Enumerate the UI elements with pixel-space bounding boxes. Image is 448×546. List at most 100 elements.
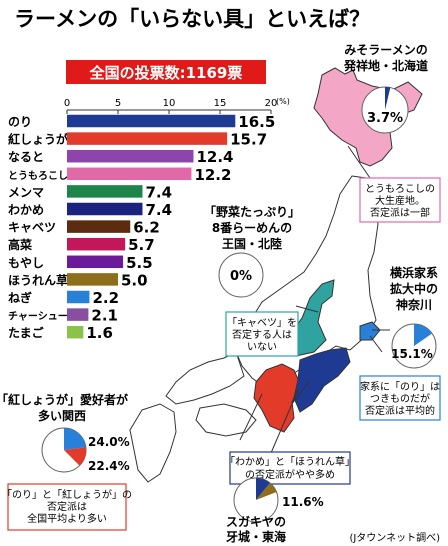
category-label: もやし [8,256,44,270]
kansai-note-line2: 否定派は [47,500,87,513]
category-label: ほうれん草 [8,272,68,287]
kanagawa-pie-slice [414,324,433,346]
kyushu-region [129,403,177,483]
bar-value-label: 12.2 [194,166,231,184]
page-title: ラーメンの「いらない具」といえば？ [14,7,370,31]
tokai-region [293,347,351,413]
bar-value-label: 16.5 [238,113,275,131]
bar [67,308,89,321]
kanagawa-line3: 神奈川 [396,297,432,312]
bar-value-label: 12.4 [196,148,233,166]
bar-value-label: 6.2 [133,219,160,237]
bar [67,220,131,233]
bar [67,255,124,269]
bar [67,149,194,163]
tokai-line2: 牙城・東海 [226,529,286,544]
nori-note-line1: 家系に「のり」は [360,380,440,393]
category-label: チャーシュー [8,311,68,323]
total-votes-banner [66,60,266,84]
bar-value-label: 2.2 [92,289,119,307]
bar-value-label: 2.1 [91,307,118,325]
kansai-line2: 多い関西 [38,408,86,423]
leader-lines [239,145,390,461]
source-credit: (Jタウンネット調べ) [349,531,440,544]
bar-series: のり 16.5 紅しょうが 15.7 なると 12.4 とうもろこし 12.2 メンマ 7.4 わか… [8,113,275,342]
callout-wakame: 「わかめ」と「ほうれん草」 の否定派がやや多め [225,451,355,485]
tokai-value: 11.6% [282,495,324,509]
kansai-pie-slice-beni [64,447,87,466]
callout-kansai-note: 「のり」と「紅しょうが」の 否定派は 全国平均より多い [2,483,132,531]
total-votes-label: 全国の投票数:1169票 [89,64,243,82]
callout-nori: 家系に「のり」は つきものだが 否定派は平均的 [359,375,441,421]
cabbage-note-line2: 否定する人は [232,328,292,341]
x-tick-label: 20 [265,98,278,109]
callout-cabbage: 「キャベツ」を 否定する人は いない [225,311,299,357]
axis-unit: (%) [276,97,290,106]
hokkaido-pie-slice [385,86,391,110]
category-label: とうもろこし [8,170,68,182]
bar [67,237,126,251]
category-label: たまご [8,325,45,340]
bar [67,273,118,286]
corn-note-line2: 大生産地。 [375,194,425,207]
corn-note-line1: とうもろこしの [365,183,435,195]
kanagawa-value: 15.1% [391,347,433,361]
x-tick-label: 0 [64,98,70,109]
kansai-note-line3: 全国平均より多い [27,512,107,525]
tokai-line1: スガキヤの [226,514,286,529]
nori-note-line2: つきものだが [370,392,430,405]
bar [67,325,84,339]
bar-value-label: 15.7 [230,131,267,149]
bar-value-label: 5.5 [126,254,153,272]
wakame-note-line1: 「わかめ」と「ほうれん草」 [225,456,355,468]
category-label: ねぎ [8,290,32,305]
category-label: なると [8,150,44,164]
bar-value-label: 7.4 [145,201,172,219]
callout-kanagawa: 横浜家系 拡大中の 神奈川 15.1% [390,265,438,369]
corn-note-line3: 否定派は一部 [370,206,430,219]
shikoku-region [195,403,257,437]
x-tick-label: 15 [214,98,227,109]
hokuriku-line1: 「野菜たっぷり」 [204,204,300,219]
category-label: キャベツ [8,221,56,235]
x-axis-ticks: 0 5 10 15 20 [64,98,278,114]
category-label: わかめ [8,203,44,217]
category-label: メンマ [8,185,44,199]
bar [67,167,192,181]
kansai-value-red: 22.4% [88,459,130,473]
tokai-pie-slice-spinach [256,483,277,500]
bar [67,185,143,198]
bar-value-label: 7.4 [145,183,172,201]
nori-note-line3: 否定派は平均的 [365,404,435,417]
hokkaido-value: 3.7% [367,111,403,126]
callout-tokai: 11.6% スガキヤの 牙城・東海 [226,477,324,544]
hokuriku-value: 0% [230,269,252,284]
hokuriku-line2: 8番らーめんの [212,220,292,235]
callout-hokuriku: 「野菜たっぷり」 8番らーめんの 王国・北陸 0% [204,204,300,298]
x-tick-label: 10 [163,98,176,109]
cabbage-note-line3: いない [247,341,277,353]
callout-hokkaido: みそラーメンの 発祥地・北海道 3.7% [343,43,428,134]
bar [67,132,228,145]
category-label: のり [8,115,32,129]
cabbage-note-line1: 「キャベツ」を [227,317,297,329]
kansai-value-blue: 24.0% [88,435,130,449]
kansai-pie-slice-nori [64,427,86,450]
callout-corn: とうもろこしの 大生産地。 否定派は一部 [359,177,441,223]
category-label: 紅しょうが [8,132,68,147]
wakame-note-line2: の否定派がやや多め [245,468,335,481]
hokkaido-title-line2: 発祥地・北海道 [343,58,428,73]
kanagawa-region [359,321,381,341]
callout-kansai: 「紅しょうが」愛好者が 多い関西 24.0% 22.4% [0,392,130,473]
kansai-line1: 「紅しょうが」愛好者が [0,392,128,407]
x-tick-label: 5 [115,98,121,109]
tokai-pie-slice-wakame [256,477,270,500]
kanagawa-line1: 横浜家系 [390,265,438,280]
category-label: 高菜 [8,237,32,252]
bar-value-label: 5.7 [128,236,155,254]
hokuriku-pie [218,252,264,298]
kansai-note-line1: 「のり」と「紅しょうが」の [2,488,132,501]
bar [67,114,236,128]
hokuriku-line3: 王国・北陸 [222,236,282,251]
